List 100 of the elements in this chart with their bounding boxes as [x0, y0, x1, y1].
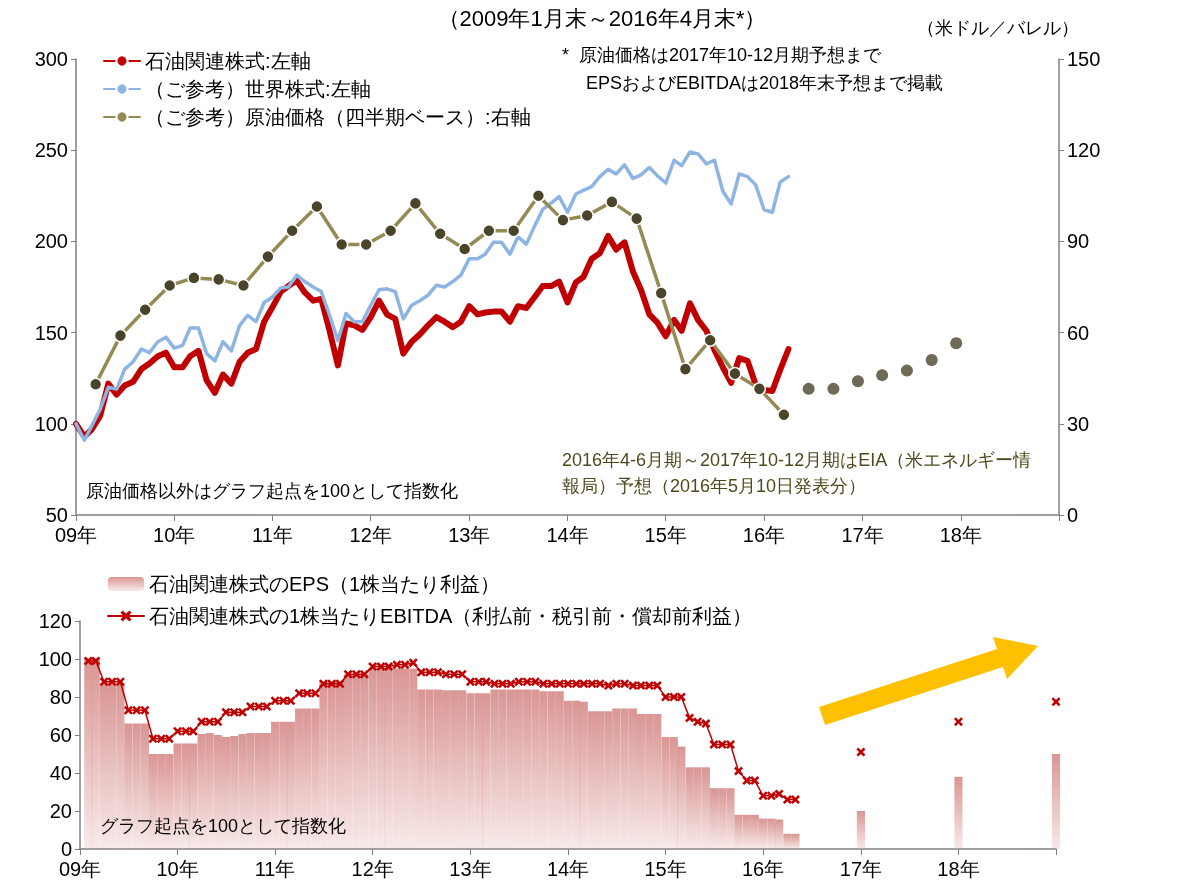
bar — [441, 690, 450, 849]
x-tick-label: 15年 — [644, 858, 687, 880]
bar — [612, 708, 621, 849]
point — [531, 189, 546, 203]
bar — [653, 714, 662, 849]
annotation: グラフ起点を100として指数化 — [100, 816, 347, 836]
legend-label: 石油関連株式:左軸 — [145, 50, 311, 72]
y-tick-label: 250 — [34, 139, 68, 162]
point — [261, 249, 275, 264]
x-tick-label: 13年 — [449, 858, 492, 880]
bar — [759, 818, 768, 849]
legend-label: 石油関連株式の1株当たりEBITDA（利払前・税引前・償却前利益） — [149, 605, 753, 627]
y2-tick-label: 90 — [1067, 230, 1090, 253]
point — [506, 224, 521, 238]
y-tick-label: 80 — [49, 686, 72, 708]
bar — [425, 689, 434, 849]
x-tick-label: 09年 — [54, 524, 98, 546]
annotation: 2016年4-6月期～2017年10-12月期はEIA（米エネルギー情報局）予想（2016年5月10日発表分） — [562, 450, 1032, 496]
y-tick-label: 20 — [49, 800, 72, 822]
x-tick-label: 14年 — [546, 858, 590, 880]
y-tick-label: 60 — [49, 724, 72, 746]
y2-tick-label: 0 — [1067, 504, 1079, 526]
bar — [587, 711, 597, 849]
bar — [718, 788, 727, 849]
bar — [742, 814, 751, 849]
point — [211, 272, 226, 287]
x-tick-label: 18年 — [937, 858, 980, 880]
x-tick-label: 17年 — [841, 524, 884, 546]
bar — [1051, 754, 1061, 849]
point — [678, 362, 693, 376]
point — [457, 242, 472, 256]
annotation: * 原油価格は2017年10-12月期予想まで — [562, 45, 883, 65]
y-tick-label: 200 — [34, 230, 68, 253]
point — [88, 377, 103, 392]
point — [851, 375, 864, 388]
point — [703, 333, 717, 347]
point — [285, 224, 299, 238]
point — [236, 278, 251, 293]
x-tick-label: 18年 — [939, 524, 982, 546]
x-tick-label: 09年 — [58, 858, 102, 880]
legend-label: （ご参考）世界株式:左軸 — [145, 78, 371, 100]
y-tick-label: 300 — [34, 48, 68, 70]
y-tick-label: 40 — [49, 762, 72, 784]
chart-title: （2009年1月末～2016年4月末*） — [437, 5, 767, 31]
bar — [450, 690, 459, 849]
point — [629, 211, 644, 226]
bar — [579, 701, 588, 849]
y2-tick-label: 30 — [1067, 412, 1090, 435]
bar — [750, 814, 759, 849]
point — [482, 224, 496, 238]
bar — [645, 714, 654, 849]
y2-tick-label: 120 — [1067, 139, 1101, 162]
bar — [775, 819, 784, 849]
y2-tick-label: 150 — [1067, 48, 1101, 70]
point — [138, 303, 152, 317]
bar — [417, 689, 426, 849]
bar — [701, 767, 710, 849]
point — [605, 195, 619, 209]
bar — [563, 700, 573, 849]
x-tick-label: 16年 — [742, 524, 786, 546]
y-tick-label: 120 — [38, 610, 72, 632]
y-tick-label: 50 — [45, 504, 68, 526]
bar — [604, 711, 613, 849]
y-tick-label: 0 — [60, 838, 72, 860]
bar — [620, 708, 629, 849]
bar — [482, 693, 491, 849]
bar — [726, 788, 735, 849]
point — [925, 353, 938, 366]
point — [900, 364, 913, 377]
bar — [636, 714, 646, 849]
bar — [661, 736, 670, 849]
point — [162, 278, 177, 293]
x-tick-label: 12年 — [351, 858, 394, 880]
y2-axis-title: （米ドル／バレル） — [917, 18, 1079, 38]
y-tick-label: 150 — [34, 321, 68, 344]
point — [950, 337, 963, 350]
y-tick-label: 100 — [38, 648, 72, 670]
x-tick-label: 12年 — [349, 524, 392, 546]
bar — [693, 767, 702, 849]
point — [752, 382, 767, 396]
point — [728, 366, 742, 381]
annotation: EPSおよびEBITDAは2018年末予想まで掲載 — [586, 73, 944, 93]
bar — [767, 818, 776, 849]
x-tick-label: 16年 — [741, 858, 785, 880]
bar — [262, 733, 271, 849]
y2-tick-label: 60 — [1067, 321, 1090, 344]
point — [383, 224, 398, 238]
bar — [466, 693, 475, 849]
bar — [677, 746, 686, 849]
legend-label: （ご参考）原油価格（四半期ベース）:右軸 — [145, 106, 531, 128]
point — [408, 196, 423, 211]
legend-label: 石油関連株式のEPS（1株当たり利益） — [149, 573, 501, 595]
x-tick-label: 11年 — [252, 524, 293, 546]
x-tick-label: 10年 — [153, 524, 196, 546]
line-series — [74, 150, 791, 442]
point — [876, 369, 889, 382]
x-tick-label: 14年 — [546, 524, 589, 546]
point — [187, 271, 201, 285]
point — [556, 213, 570, 227]
bar — [709, 788, 718, 849]
